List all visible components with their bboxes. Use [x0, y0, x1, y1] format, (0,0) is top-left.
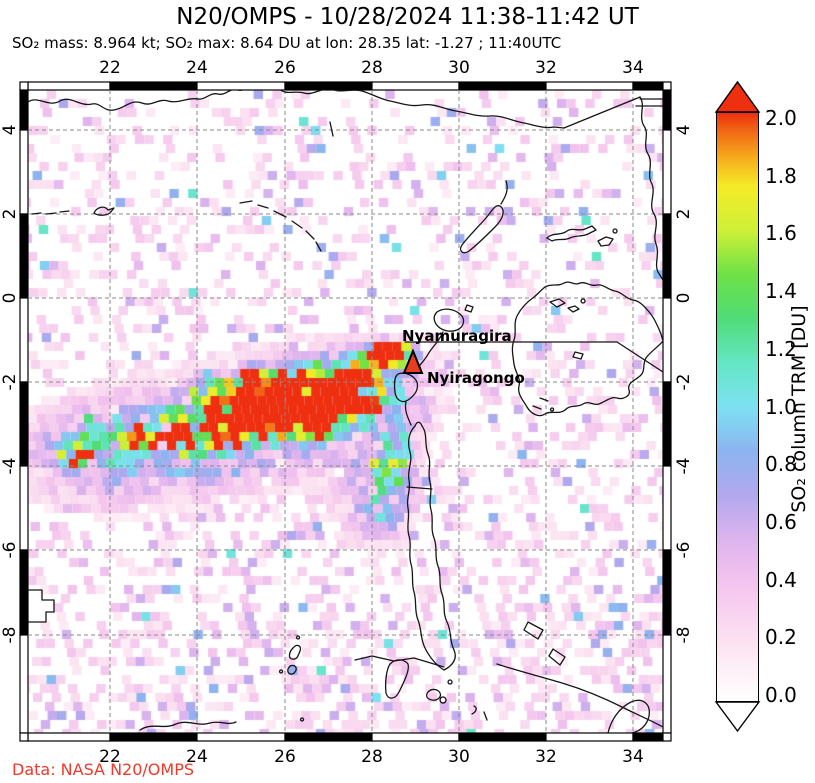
lon-tick-top-22: 22 [99, 58, 121, 78]
lon-tick-top-30: 30 [448, 58, 470, 78]
subtitle-so2-stats: SO₂ mass: 8.964 kt; SO₂ max: 8.64 DU at … [12, 34, 562, 52]
colorbar-tick-0.6: 0.6 [765, 509, 797, 534]
colorbar-tick-0.2: 0.2 [765, 625, 797, 650]
so2-raster-canvas [28, 90, 663, 733]
colorbar-over-arrow [714, 80, 761, 113]
colorbar-tick-0.0: 0.0 [765, 683, 797, 707]
colorbar-tick-1.2: 1.2 [765, 336, 797, 361]
colorbar-tick-1.8: 1.8 [765, 163, 797, 188]
colorbar-tick-1.4: 1.4 [765, 279, 797, 304]
data-credit: Data: NASA N20/OMPS [12, 760, 194, 779]
lon-tick-bottom-30: 30 [448, 747, 470, 767]
lat-tick-left--4: -4 [0, 457, 20, 475]
lat-tick-left-0: 0 [0, 292, 20, 304]
lat-tick-right--6: -6 [674, 541, 694, 559]
lon-tick-top-28: 28 [361, 58, 383, 78]
lat-tick-left-2: 2 [0, 208, 20, 220]
lat-tick-right-4: 4 [674, 124, 694, 136]
lon-tick-bottom-22: 22 [99, 747, 121, 767]
lat-tick-right--2: -2 [674, 373, 694, 391]
colorbar-tick-1.6: 1.6 [765, 221, 797, 246]
volcano-label-nyamuragira: Nyamuragira [402, 327, 512, 345]
lon-tick-bottom-28: 28 [361, 747, 383, 767]
lat-tick-right-2: 2 [674, 208, 694, 220]
lon-tick-top-34: 34 [622, 58, 644, 78]
colorbar-tick-0.4: 0.4 [765, 567, 797, 592]
lat-tick-right--8: -8 [674, 626, 694, 644]
lon-tick-top-26: 26 [274, 58, 296, 78]
lon-tick-bottom-34: 34 [622, 747, 644, 767]
lon-tick-bottom-24: 24 [186, 747, 208, 767]
colorbar-under-arrow [714, 701, 761, 733]
lon-tick-bottom-32: 32 [535, 747, 557, 767]
lat-tick-right-0: 0 [674, 292, 694, 304]
lat-tick-left--8: -8 [0, 626, 20, 644]
colorbar-tick-1.0: 1.0 [765, 394, 797, 419]
lon-tick-top-24: 24 [186, 58, 208, 78]
page-title: N20/OMPS - 10/28/2024 11:38-11:42 UT [176, 4, 639, 30]
lat-tick-right--4: -4 [674, 457, 694, 475]
volcano-label-nyiragongo: Nyiragongo [427, 369, 525, 387]
lon-tick-bottom-26: 26 [274, 747, 296, 767]
lat-tick-left--2: -2 [0, 373, 20, 391]
colorbar-tick-2.0: 2.0 [765, 106, 797, 130]
lon-tick-top-32: 32 [535, 58, 557, 78]
lat-tick-left-4: 4 [0, 124, 20, 136]
colorbar-gradient [716, 112, 759, 702]
lat-tick-left--6: -6 [0, 541, 20, 559]
colorbar-tick-0.8: 0.8 [765, 452, 797, 477]
